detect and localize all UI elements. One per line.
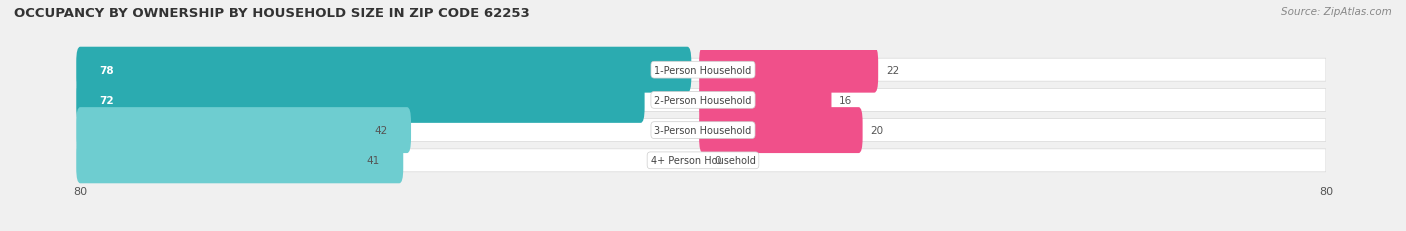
Text: 0: 0 [714,156,721,166]
Text: 72: 72 [100,95,114,105]
Text: 78: 78 [100,65,114,75]
FancyBboxPatch shape [699,108,863,153]
Text: 41: 41 [367,156,380,166]
FancyBboxPatch shape [76,48,692,93]
FancyBboxPatch shape [76,78,644,123]
Text: 20: 20 [870,126,883,136]
Text: 1-Person Household: 1-Person Household [654,65,752,75]
Text: OCCUPANCY BY OWNERSHIP BY HOUSEHOLD SIZE IN ZIP CODE 62253: OCCUPANCY BY OWNERSHIP BY HOUSEHOLD SIZE… [14,7,530,20]
Text: 16: 16 [839,95,852,105]
Legend: Owner-occupied, Renter-occupied: Owner-occupied, Renter-occupied [591,228,815,231]
FancyBboxPatch shape [699,78,831,123]
Text: Source: ZipAtlas.com: Source: ZipAtlas.com [1281,7,1392,17]
FancyBboxPatch shape [80,89,1326,112]
FancyBboxPatch shape [80,149,1326,172]
Text: 42: 42 [374,126,388,136]
Text: 2-Person Household: 2-Person Household [654,95,752,105]
FancyBboxPatch shape [76,108,411,153]
Text: 4+ Person Household: 4+ Person Household [651,156,755,166]
FancyBboxPatch shape [80,59,1326,82]
Text: 22: 22 [886,65,900,75]
FancyBboxPatch shape [76,138,404,183]
FancyBboxPatch shape [80,119,1326,142]
Text: 3-Person Household: 3-Person Household [654,126,752,136]
FancyBboxPatch shape [699,48,879,93]
